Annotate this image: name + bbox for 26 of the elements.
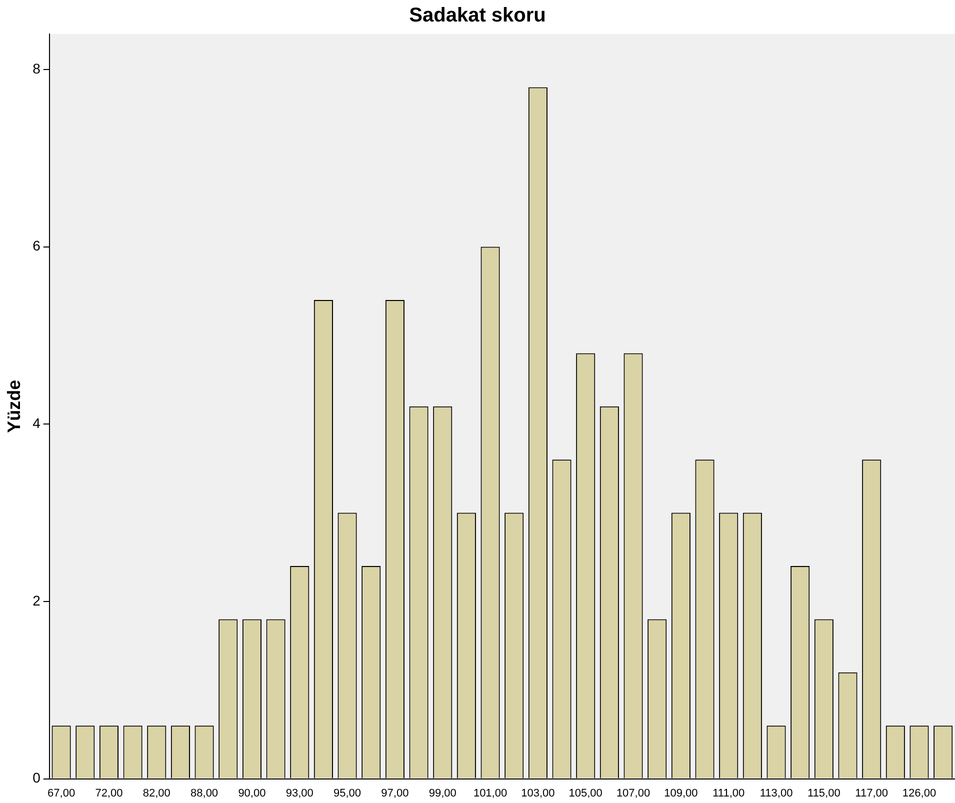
y-tick-label: 2 [32, 592, 41, 608]
x-tick-label: 99,00 [428, 787, 456, 800]
x-tick-label: 126,00 [902, 787, 936, 800]
x-tick-label: 67,00 [48, 787, 76, 800]
y-axis-title: Yüzde [4, 380, 24, 433]
x-tick-label: 72,00 [95, 787, 123, 800]
x-tick-label: 90,00 [238, 787, 266, 800]
x-tick-label: 103,00 [521, 787, 555, 800]
x-tick-label: 97,00 [381, 787, 409, 800]
x-tick-label: 109,00 [664, 787, 698, 800]
y-tick-label: 0 [32, 770, 41, 786]
x-tick-label: 82,00 [142, 787, 170, 800]
x-tick-label: 115,00 [808, 787, 840, 800]
x-tick-label: 113,00 [760, 787, 793, 800]
x-tick-label: 117,00 [855, 787, 888, 800]
x-tick-label: 105,00 [568, 787, 602, 800]
x-tick-label: 93,00 [286, 787, 314, 800]
x-tick-label: 88,00 [190, 787, 218, 800]
x-tick-label: 101,00 [473, 787, 508, 800]
y-tick-label: 6 [32, 238, 41, 254]
y-tick-label: 4 [32, 414, 41, 431]
y-tick-label: 8 [32, 60, 41, 76]
chart-title: Sadakat skoru [409, 4, 546, 27]
x-tick-label: 95,00 [334, 787, 362, 800]
x-tick-label: 107,00 [616, 787, 650, 800]
x-tick-label: 111,00 [712, 787, 745, 800]
